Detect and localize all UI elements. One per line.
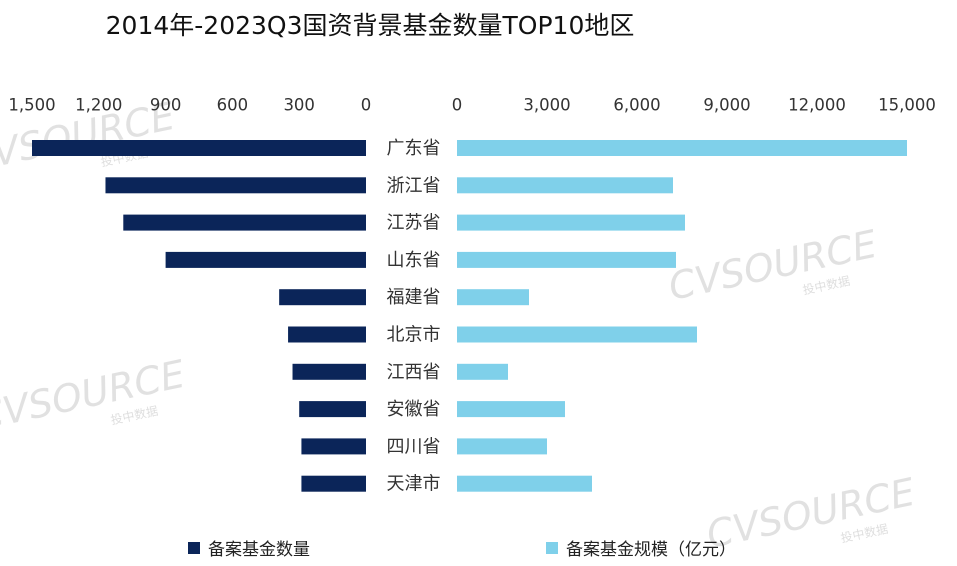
scale-bar bbox=[457, 401, 565, 418]
right-tick-label: 9,000 bbox=[703, 96, 750, 115]
scale-bars bbox=[457, 140, 907, 492]
scale-bar bbox=[457, 289, 529, 306]
right-tick-label: 0 bbox=[452, 96, 463, 115]
count-bar bbox=[301, 475, 366, 492]
watermark-text: CVSOURCE bbox=[0, 352, 189, 439]
count-bar bbox=[292, 363, 366, 380]
category-label: 浙江省 bbox=[387, 175, 441, 196]
category-label: 江西省 bbox=[387, 362, 441, 383]
right-tick-label: 6,000 bbox=[613, 96, 660, 115]
category-label: 北京市 bbox=[387, 325, 441, 346]
category-label: 安徽省 bbox=[387, 399, 441, 420]
count-bar bbox=[165, 251, 366, 268]
count-bar bbox=[299, 401, 366, 418]
count-bar bbox=[32, 140, 366, 156]
scale-bar bbox=[457, 363, 508, 380]
scale-bar bbox=[457, 140, 907, 156]
right-axis: 0 3,000 6,000 9,000 12,000 15,000 bbox=[452, 96, 936, 115]
left-tick-label: 300 bbox=[283, 96, 315, 115]
legend-count: 备案基金数量 bbox=[188, 535, 310, 560]
scale-bar bbox=[457, 214, 685, 231]
legend-scale-label: 备案基金规模（亿元） bbox=[566, 540, 736, 560]
category-label: 天津市 bbox=[387, 474, 441, 495]
left-tick-label: 1,500 bbox=[8, 96, 55, 115]
left-tick-label: 1,200 bbox=[75, 96, 122, 115]
category-label: 四川省 bbox=[387, 436, 441, 457]
count-bar bbox=[288, 326, 366, 343]
category-label: 福建省 bbox=[387, 287, 441, 308]
scale-bar bbox=[457, 475, 592, 492]
watermark-text: CVSOURCE bbox=[665, 222, 881, 309]
left-tick-label: 600 bbox=[217, 96, 249, 115]
left-axis: 1,500 1,200 900 600 300 0 bbox=[8, 96, 371, 115]
count-bar bbox=[301, 438, 366, 455]
left-tick-label: 900 bbox=[150, 96, 182, 115]
right-tick-label: 3,000 bbox=[523, 96, 570, 115]
count-bar bbox=[123, 214, 366, 231]
count-bar bbox=[105, 177, 366, 194]
legend-count-label: 备案基金数量 bbox=[208, 540, 310, 560]
scale-bar bbox=[457, 177, 673, 194]
scale-bar bbox=[457, 438, 547, 455]
category-label: 广东省 bbox=[387, 138, 441, 159]
scale-bar bbox=[457, 326, 697, 343]
right-tick-label: 15,000 bbox=[878, 96, 936, 115]
legend-scale: 备案基金规模（亿元） bbox=[546, 535, 736, 560]
legend-scale-swatch bbox=[546, 541, 558, 554]
category-label: 山东省 bbox=[387, 250, 441, 271]
legend-count-swatch bbox=[188, 541, 200, 554]
chart-title: 2014年-2023Q3国资背景基金数量TOP10地区 bbox=[105, 11, 635, 40]
left-tick-label: 0 bbox=[361, 96, 372, 115]
scale-bar bbox=[457, 251, 676, 268]
right-tick-label: 12,000 bbox=[788, 96, 846, 115]
count-bar bbox=[279, 289, 366, 306]
category-label: 江苏省 bbox=[387, 213, 441, 234]
count-bars bbox=[32, 140, 366, 492]
